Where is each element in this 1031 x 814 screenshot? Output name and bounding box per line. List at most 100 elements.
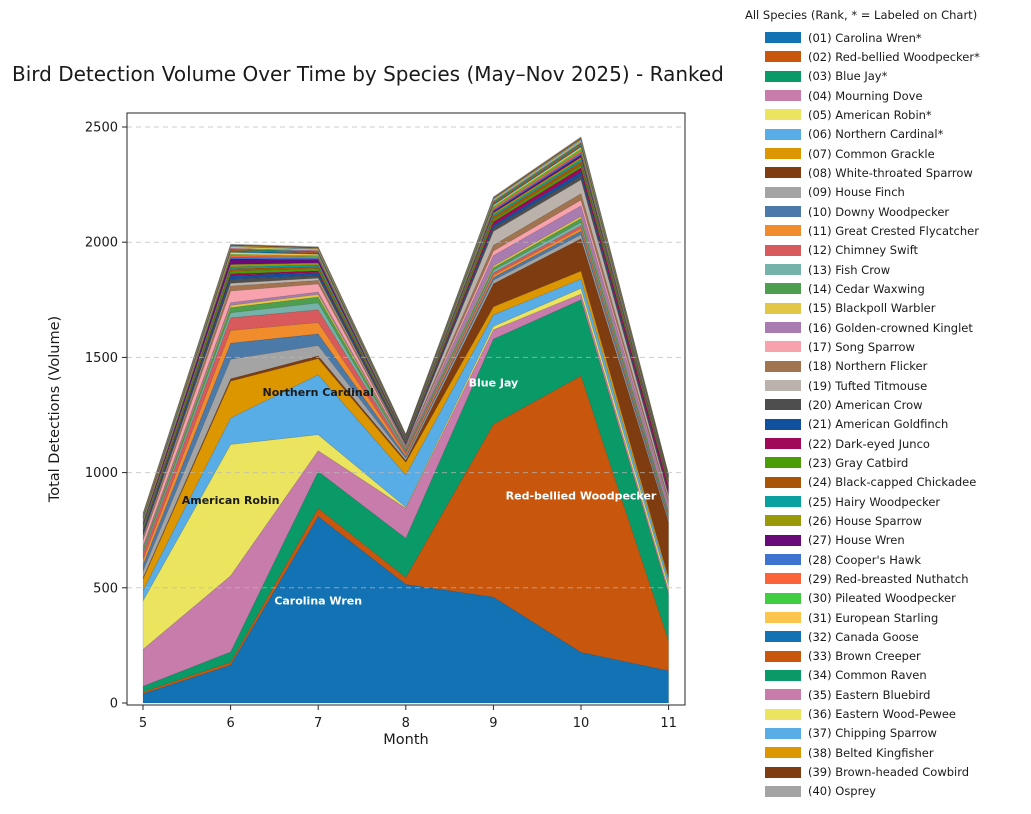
area-series-11: [142, 227, 669, 566]
legend-item: (24) Black-capped Chickadee: [744, 473, 1031, 492]
area-series-33: [142, 143, 669, 519]
legend-item: (33) Brown Creeper: [744, 647, 1031, 666]
legend-swatch-icon: [765, 534, 801, 546]
legend-item: (11) Great Crested Flycatcher: [744, 221, 1031, 240]
annotation-label: Red-bellied Woodpecker: [506, 490, 657, 503]
x-tick-label: 9: [489, 716, 497, 731]
legend-item-label: (15) Blackpoll Warbler: [808, 301, 936, 316]
annotation-label: American Robin: [182, 494, 280, 507]
legend-item-label: (06) Northern Cardinal*: [808, 127, 944, 142]
legend-item-label: (08) White-throated Sparrow: [808, 165, 973, 180]
legend-item: (35) Eastern Bluebird: [744, 685, 1031, 704]
legend-swatch-icon: [765, 186, 801, 198]
legend-item: (40) Osprey: [744, 782, 1031, 801]
area-series-18: [142, 193, 669, 541]
y-tick-label: 2000: [85, 236, 118, 251]
legend-item: (04) Mourning Dove: [744, 86, 1031, 105]
legend-item: (09) House Finch: [744, 183, 1031, 202]
area-series-40: [142, 136, 669, 514]
legend-item-label: (32) Canada Goose: [808, 629, 919, 644]
area-series-31: [142, 146, 669, 522]
x-axis-label: Month: [383, 732, 429, 748]
legend-item: (38) Belted Kingfisher: [744, 743, 1031, 762]
legend-item: (07) Common Grackle: [744, 144, 1031, 163]
y-tick-label: 1000: [85, 466, 118, 481]
legend-swatch-icon: [765, 669, 801, 681]
area-series-8: [142, 238, 669, 580]
area-series-24: [142, 161, 669, 530]
legend-item-label: (25) Hairy Woodpecker: [808, 494, 941, 509]
area-series-13: [142, 221, 669, 555]
annotation-label: Northern Cardinal: [262, 386, 373, 399]
legend-swatch-icon: [765, 264, 801, 276]
area-series-36: [142, 140, 669, 517]
y-tick-label: 0: [110, 697, 118, 712]
legend-item-label: (07) Common Grackle: [808, 146, 935, 161]
area-series-29: [142, 150, 669, 524]
legend-swatch-icon: [765, 302, 801, 314]
legend-swatch-icon: [765, 380, 801, 392]
legend-item: (31) European Starling: [744, 608, 1031, 627]
legend-swatch-icon: [765, 766, 801, 778]
legend-item: (02) Red-bellied Woodpecker*: [744, 47, 1031, 66]
legend-swatch-icon: [765, 148, 801, 160]
legend-item-label: (02) Red-bellied Woodpecker*: [808, 49, 980, 64]
legend-swatch-icon: [765, 438, 801, 450]
area-series-15: [142, 215, 669, 550]
legend-swatch-icon: [765, 476, 801, 488]
legend-swatch-icon: [765, 322, 801, 334]
x-tick-label: 10: [573, 716, 590, 731]
legend-item-label: (03) Blue Jay*: [808, 69, 888, 84]
y-tick-label: 1500: [85, 351, 118, 366]
legend-item: (21) American Goldfinch: [744, 415, 1031, 434]
legend-item: (18) Northern Flicker: [744, 357, 1031, 376]
legend-swatch-icon: [765, 341, 801, 353]
legend-swatch-icon: [765, 496, 801, 508]
area-series-34: [142, 142, 669, 519]
area-series-39: [142, 137, 669, 515]
legend-item-label: (05) American Robin*: [808, 107, 932, 122]
legend-item: (29) Red-breasted Nuthatch: [744, 569, 1031, 588]
legend-item: (16) Golden-crowned Kinglet: [744, 318, 1031, 337]
legend-item: (36) Eastern Wood-Pewee: [744, 704, 1031, 723]
legend-swatch-icon: [765, 360, 801, 372]
area-series-6: [142, 278, 669, 603]
legend-item-label: (33) Brown Creeper: [808, 649, 921, 664]
legend-swatch-icon: [765, 747, 801, 759]
legend-item-label: (13) Fish Crow: [808, 262, 891, 277]
legend-swatch-icon: [765, 167, 801, 179]
area-series-37: [142, 138, 669, 516]
y-axis-label: Total Detections (Volume): [47, 315, 63, 503]
legend-item-label: (20) American Crow: [808, 397, 923, 412]
x-tick-label: 8: [402, 716, 410, 731]
area-series-14: [142, 218, 669, 552]
legend-swatch-icon: [765, 689, 801, 701]
legend-item: (06) Northern Cardinal*: [744, 125, 1031, 144]
area-series-22: [142, 167, 669, 533]
legend-swatch-icon: [765, 70, 801, 82]
legend-title: All Species (Rank, * = Labeled on Chart): [745, 8, 978, 22]
area-series-3: [142, 299, 669, 693]
x-tick-label: 6: [226, 716, 234, 731]
area-series-26: [142, 156, 669, 528]
legend-item: (32) Canada Goose: [744, 627, 1031, 646]
legend-item-label: (22) Dark-eyed Junco: [808, 436, 930, 451]
legend-item-label: (16) Golden-crowned Kinglet: [808, 320, 973, 335]
legend-item: (05) American Robin*: [744, 105, 1031, 124]
legend-item-label: (39) Brown-headed Cowbird: [808, 765, 970, 780]
legend-item: (26) House Sparrow: [744, 511, 1031, 530]
legend-item-label: (21) American Goldfinch: [808, 417, 949, 432]
annotation-label: Carolina Wren: [274, 594, 362, 607]
legend-item: (13) Fish Crow: [744, 260, 1031, 279]
legend-item: (37) Chipping Sparrow: [744, 724, 1031, 743]
area-series-27: [142, 154, 669, 526]
legend-item-label: (30) Pileated Woodpecker: [808, 591, 956, 606]
legend-item-label: (12) Chimney Swift: [808, 243, 919, 258]
legend-swatch-icon: [765, 32, 801, 44]
legend-item-label: (18) Northern Flicker: [808, 359, 928, 374]
legend-swatch-icon: [765, 612, 801, 623]
y-tick-label: 2500: [85, 121, 118, 136]
legend-swatch-icon: [765, 592, 801, 604]
